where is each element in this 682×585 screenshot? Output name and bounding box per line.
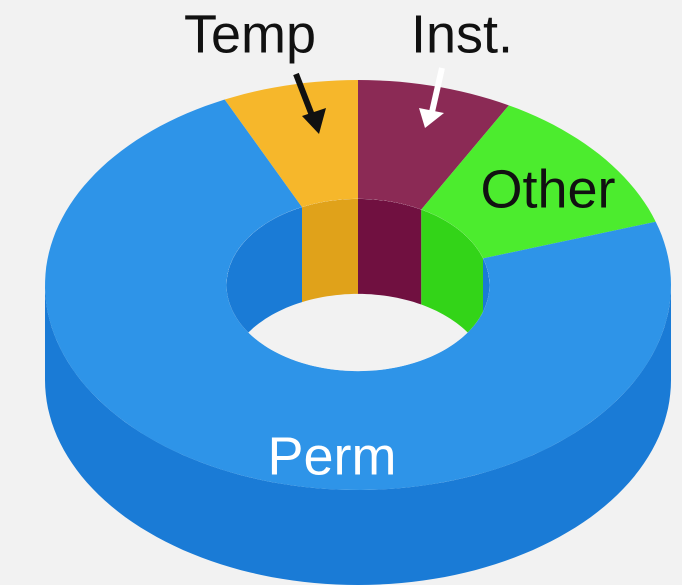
donut	[45, 80, 671, 585]
arrow	[419, 67, 445, 128]
slice-inner-side	[421, 209, 483, 354]
slice-label: Perm	[267, 426, 396, 486]
slice-label: Other	[480, 159, 615, 219]
slice	[45, 99, 671, 490]
slice-inner-side	[226, 207, 302, 372]
slice-side	[45, 285, 671, 585]
slice	[421, 105, 656, 259]
slice-label: Inst.	[411, 4, 513, 64]
slice	[358, 80, 509, 210]
slice-inner-side	[302, 198, 358, 303]
arrow	[293, 72, 326, 134]
slice-inner-side	[358, 198, 422, 305]
slice-label: Temp	[184, 4, 316, 64]
